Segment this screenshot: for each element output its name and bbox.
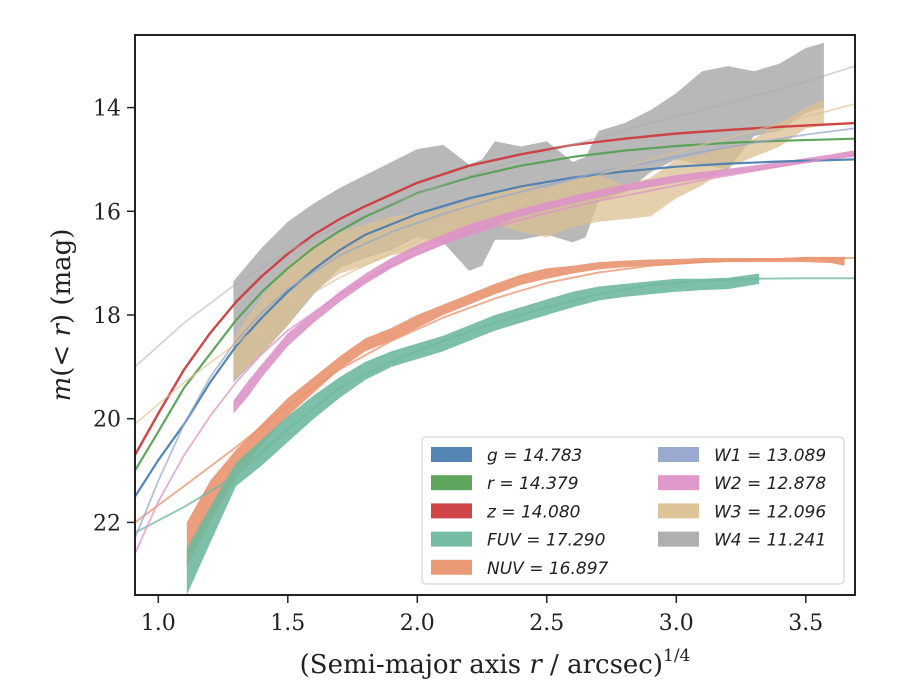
- x-axis-label-pre: (Semi-major axis: [300, 650, 530, 680]
- legend-label: g = 14.783: [487, 446, 582, 466]
- model-curve-z: [135, 121, 855, 457]
- legend-swatch: [431, 503, 472, 519]
- legend-item-z: z = 14.080: [431, 502, 580, 522]
- legend-item-r: r = 14.379: [431, 474, 579, 494]
- y-tick-label: 20: [93, 408, 121, 433]
- y-tick-label: 16: [93, 200, 121, 225]
- legend: g = 14.783 r = 14.379 z = 14.080 FUV = 17.2…: [421, 436, 845, 585]
- legend-label: r = 14.379: [487, 474, 579, 494]
- legend-label: W4 = 11.241: [714, 531, 826, 551]
- x-axis-label-exponent: 1/4: [663, 646, 690, 666]
- model-curve-fuv: [135, 277, 855, 534]
- legend-label: NUV = 16.897: [487, 559, 609, 579]
- model-curve-r: [135, 137, 855, 472]
- x-axis-label-var: r: [529, 650, 543, 680]
- legend-label: W2 = 12.878: [714, 474, 826, 494]
- y-axis-label-open: (: [47, 367, 77, 377]
- band-fuv: [186, 273, 760, 595]
- band-w2: [233, 150, 855, 414]
- legend-swatch: [658, 475, 699, 491]
- band-w3: [233, 99, 824, 380]
- legend-label: W1 = 13.089: [714, 446, 826, 466]
- y-tick-label: 22: [93, 511, 121, 536]
- y-axis-label-rvar: r: [47, 323, 77, 337]
- legend-label: z = 14.080: [486, 502, 580, 522]
- legend-swatch: [431, 475, 472, 491]
- model-curve-w1: [135, 127, 855, 539]
- legend-item-nuv: NUV = 16.897: [431, 559, 609, 579]
- x-axis-label: (Semi-major axis r / arcsec)1/4: [300, 646, 691, 680]
- y-axis-label-inner: <: [47, 337, 77, 367]
- legend-swatch: [658, 503, 699, 519]
- x-axis-label-post: / arcsec): [542, 650, 663, 680]
- model-curve-w2: [135, 153, 855, 555]
- legend-item-fuv: FUV = 17.290: [431, 531, 605, 551]
- legend-swatch: [658, 531, 699, 547]
- legend-item-w3: W3 = 12.096: [658, 502, 826, 522]
- legend-swatch: [431, 447, 472, 462]
- y-tick-label: 18: [93, 304, 121, 329]
- model-curve-w4: [135, 65, 855, 368]
- legend-item-w4: W4 = 11.241: [658, 531, 826, 551]
- legend-item-w2: W2 = 12.878: [658, 474, 826, 494]
- y-axis-ticks: 14 16 18 20 22: [93, 97, 135, 536]
- x-axis-ticks: 1.0 1.5 2.0 2.5 3.0 3.5: [141, 595, 823, 636]
- model-curve-nuv: [135, 257, 855, 524]
- model-curve-layer: [135, 65, 855, 555]
- model-curve-g: [135, 158, 855, 498]
- legend-swatch: [431, 559, 472, 575]
- legend-item-w1: W1 = 13.089: [658, 446, 826, 466]
- x-tick-label: 1.5: [270, 611, 305, 636]
- y-axis-label-var: m: [47, 377, 77, 402]
- y-tick-label: 14: [93, 97, 121, 122]
- legend-swatch: [431, 531, 472, 547]
- x-tick-label: 2.0: [400, 611, 435, 636]
- model-curve-w3: [135, 103, 855, 425]
- legend-item-g: g = 14.783: [431, 446, 582, 466]
- x-tick-label: 1.0: [141, 611, 176, 636]
- legend-box: [421, 436, 845, 585]
- x-tick-label: 2.5: [529, 611, 564, 636]
- legend-label: FUV = 17.290: [487, 531, 605, 551]
- band-layer: [186, 42, 855, 595]
- legend-swatch: [658, 447, 699, 462]
- x-tick-label: 3.5: [788, 611, 823, 636]
- legend-label: W3 = 12.096: [714, 502, 826, 522]
- x-tick-label: 3.0: [659, 611, 694, 636]
- y-axis-label-close: ) (mag): [47, 229, 77, 325]
- legend-items: g = 14.783 r = 14.379 z = 14.080 FUV = 17.2…: [431, 446, 826, 579]
- y-axis-label: m(< r) (mag): [47, 229, 77, 402]
